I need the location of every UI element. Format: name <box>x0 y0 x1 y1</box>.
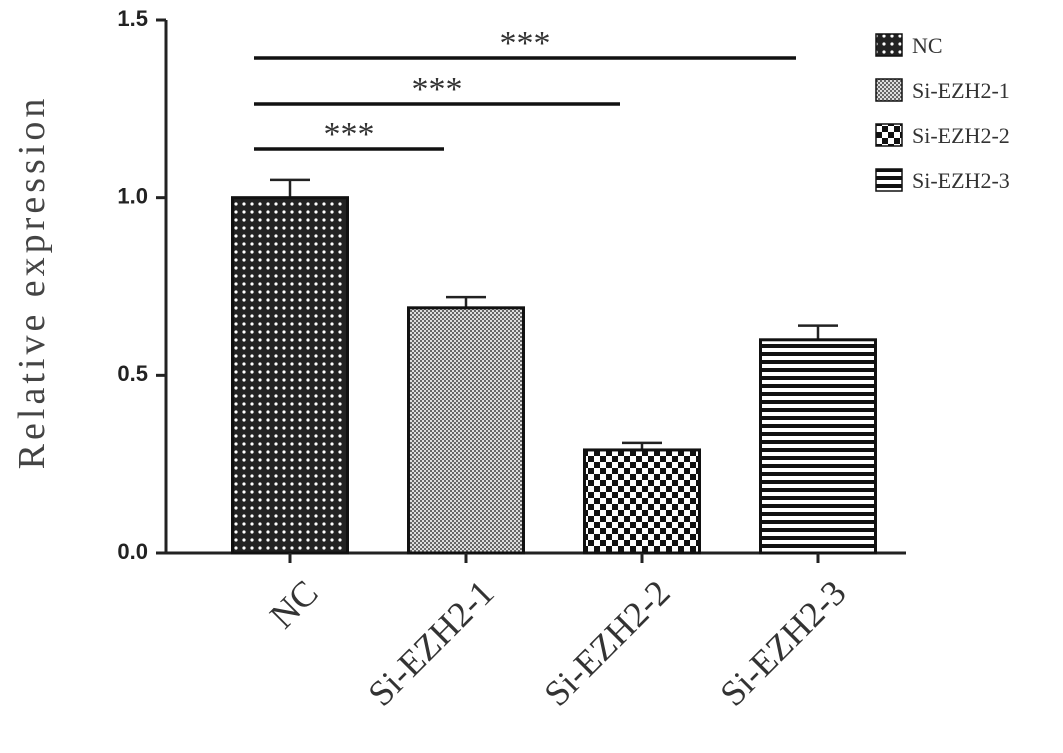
y-tick-label: 0.0 <box>117 539 148 564</box>
legend-label: Si-EZH2-2 <box>912 123 1010 148</box>
bar <box>231 196 349 555</box>
y-axis-label: Relative expression <box>11 95 53 470</box>
x-tick-label: Si-EZH2-1 <box>360 572 501 713</box>
legend-label: Si-EZH2-1 <box>912 78 1010 103</box>
x-tick-label: Si-EZH2-3 <box>712 572 853 713</box>
legend-swatch <box>875 78 903 102</box>
y-tick-label: 1.0 <box>117 183 148 208</box>
y-tick-label: 1.5 <box>117 6 148 31</box>
x-tick-label: Si-EZH2-2 <box>536 572 677 713</box>
y-tick-label: 0.5 <box>117 361 148 386</box>
x-tick-label: NC <box>262 572 326 636</box>
bar <box>407 306 525 555</box>
legend-label: NC <box>912 33 943 58</box>
significance-label: *** <box>412 71 463 108</box>
significance-label: *** <box>324 116 375 153</box>
bar <box>759 338 877 555</box>
legend-swatch <box>875 33 903 57</box>
significance-label: *** <box>500 25 551 62</box>
bar <box>583 448 701 555</box>
legend-swatch <box>875 123 903 147</box>
legend-swatch <box>875 168 903 192</box>
legend-label: Si-EZH2-3 <box>912 168 1010 193</box>
